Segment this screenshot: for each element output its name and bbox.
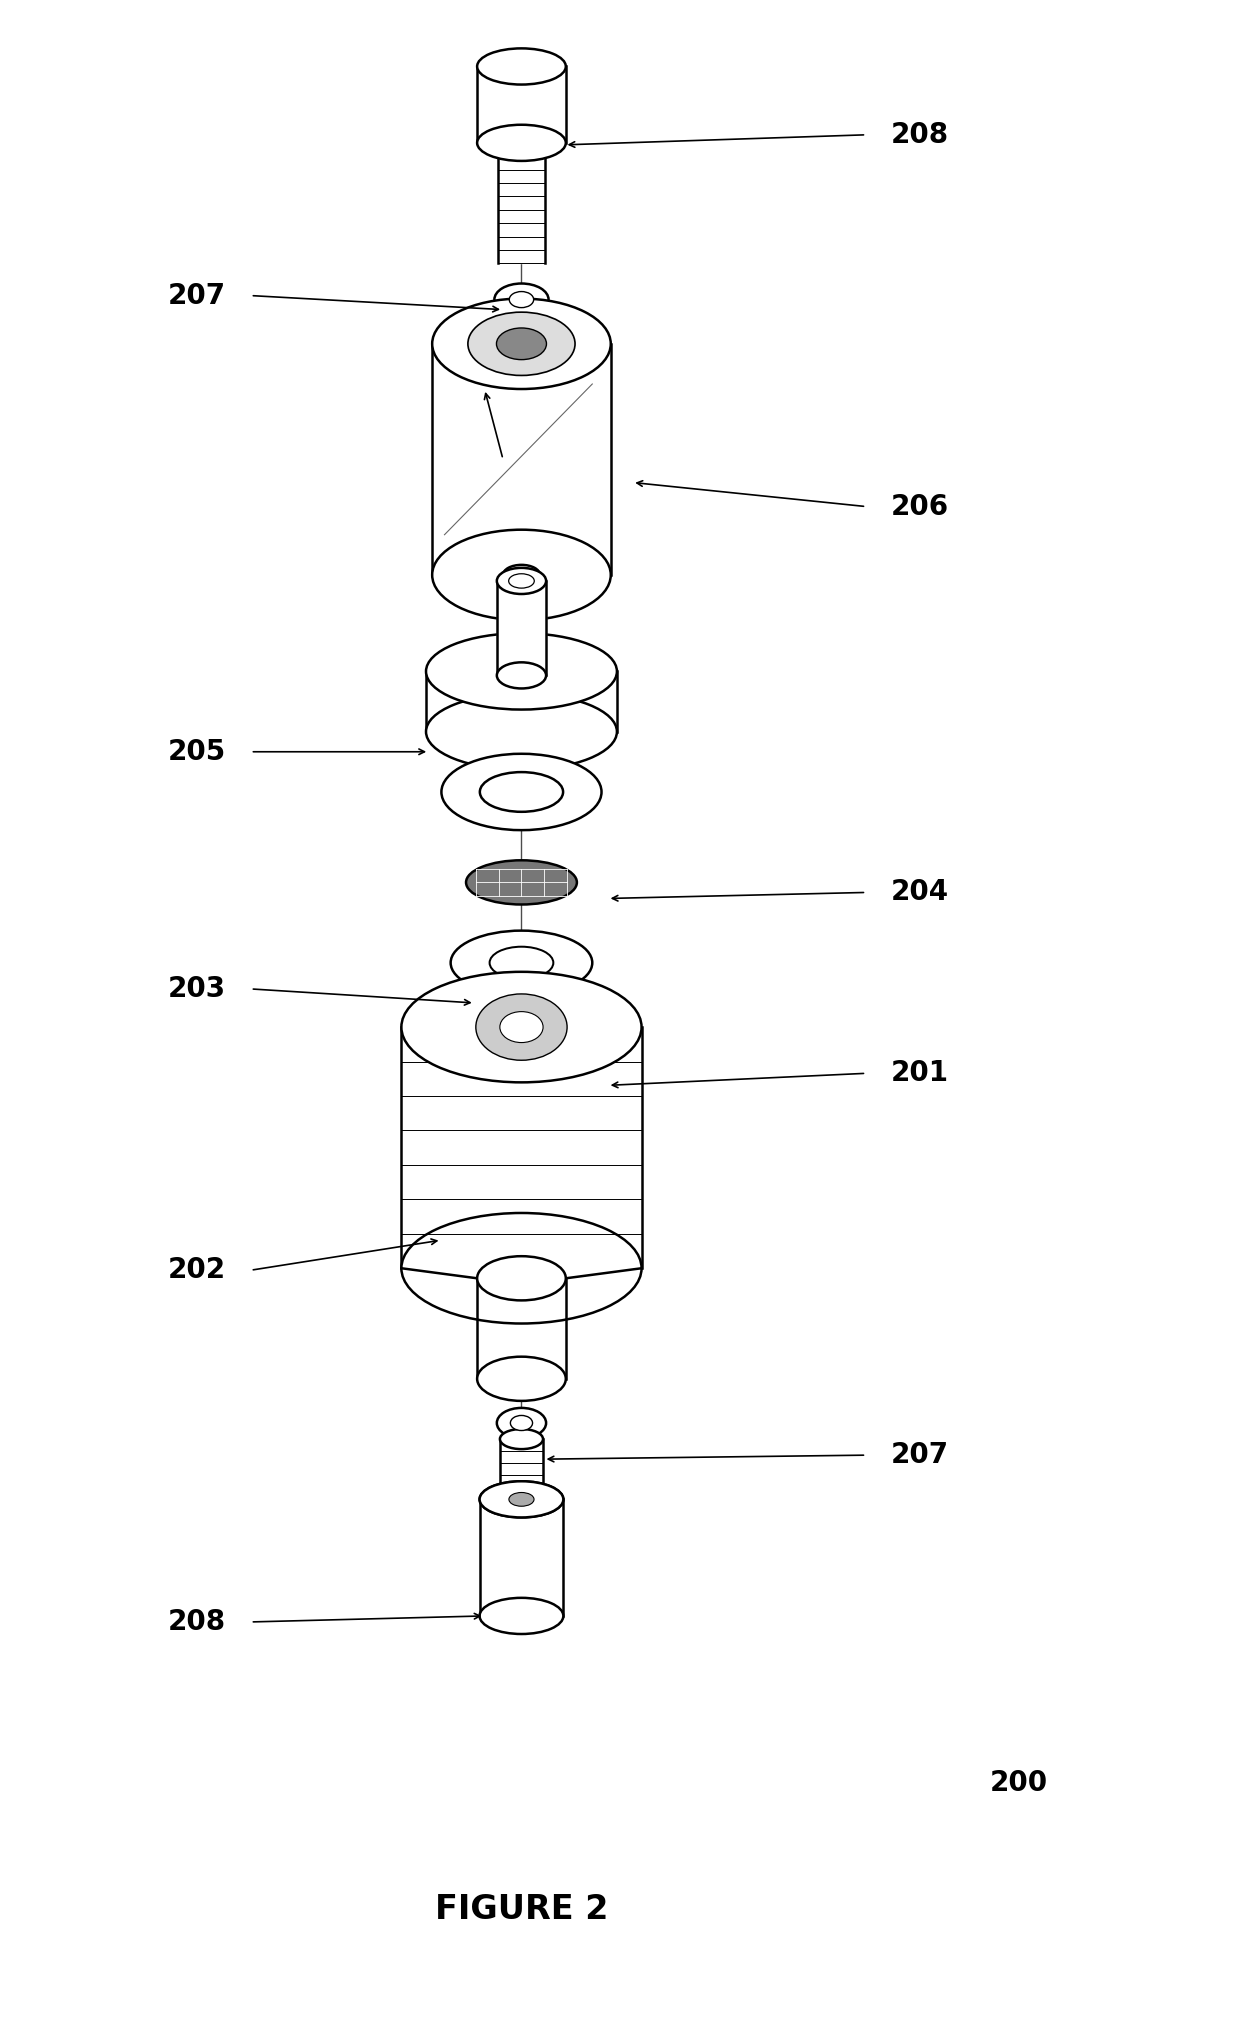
Text: 206: 206 [892, 492, 949, 521]
Ellipse shape [477, 1255, 565, 1300]
Polygon shape [498, 143, 544, 264]
Text: 204: 204 [892, 878, 949, 906]
Ellipse shape [511, 1415, 532, 1431]
Polygon shape [500, 1439, 543, 1499]
Text: 202: 202 [167, 1257, 226, 1283]
Ellipse shape [497, 1409, 546, 1439]
Ellipse shape [477, 125, 565, 161]
Polygon shape [503, 575, 539, 652]
Ellipse shape [467, 313, 575, 375]
Ellipse shape [477, 48, 565, 85]
Ellipse shape [495, 283, 548, 315]
Polygon shape [402, 1027, 641, 1267]
Polygon shape [433, 343, 611, 575]
Ellipse shape [497, 567, 546, 593]
Ellipse shape [508, 573, 534, 587]
Text: 200: 200 [990, 1768, 1048, 1796]
Ellipse shape [427, 634, 618, 710]
Ellipse shape [480, 1481, 563, 1518]
Text: 208: 208 [167, 1608, 226, 1637]
Ellipse shape [490, 946, 553, 979]
Text: 207: 207 [167, 283, 226, 309]
Ellipse shape [510, 291, 533, 307]
Ellipse shape [466, 860, 577, 904]
Polygon shape [477, 67, 565, 143]
Ellipse shape [497, 662, 546, 688]
Ellipse shape [427, 694, 618, 769]
Text: 208: 208 [892, 121, 949, 149]
Text: 203: 203 [167, 975, 226, 1003]
Ellipse shape [480, 1598, 563, 1635]
Ellipse shape [503, 59, 541, 75]
Ellipse shape [476, 995, 567, 1059]
Ellipse shape [480, 773, 563, 811]
Ellipse shape [402, 1213, 641, 1324]
Ellipse shape [500, 1011, 543, 1043]
Text: 205: 205 [167, 739, 226, 765]
Ellipse shape [433, 299, 611, 389]
Ellipse shape [512, 569, 531, 581]
Ellipse shape [441, 755, 601, 829]
Polygon shape [402, 1267, 641, 1277]
Polygon shape [480, 1499, 563, 1616]
Ellipse shape [433, 529, 611, 620]
Ellipse shape [496, 329, 547, 359]
Polygon shape [477, 1277, 565, 1378]
Ellipse shape [480, 1481, 563, 1518]
Text: FIGURE 2: FIGURE 2 [435, 1893, 608, 1925]
Ellipse shape [477, 1356, 565, 1400]
Text: 207: 207 [892, 1441, 949, 1469]
Ellipse shape [503, 642, 539, 662]
Ellipse shape [402, 973, 641, 1082]
Polygon shape [497, 581, 546, 676]
Ellipse shape [450, 930, 593, 995]
Ellipse shape [508, 1493, 534, 1505]
Text: 201: 201 [892, 1059, 949, 1088]
Ellipse shape [503, 565, 539, 585]
Polygon shape [427, 672, 618, 733]
Ellipse shape [500, 1429, 543, 1449]
